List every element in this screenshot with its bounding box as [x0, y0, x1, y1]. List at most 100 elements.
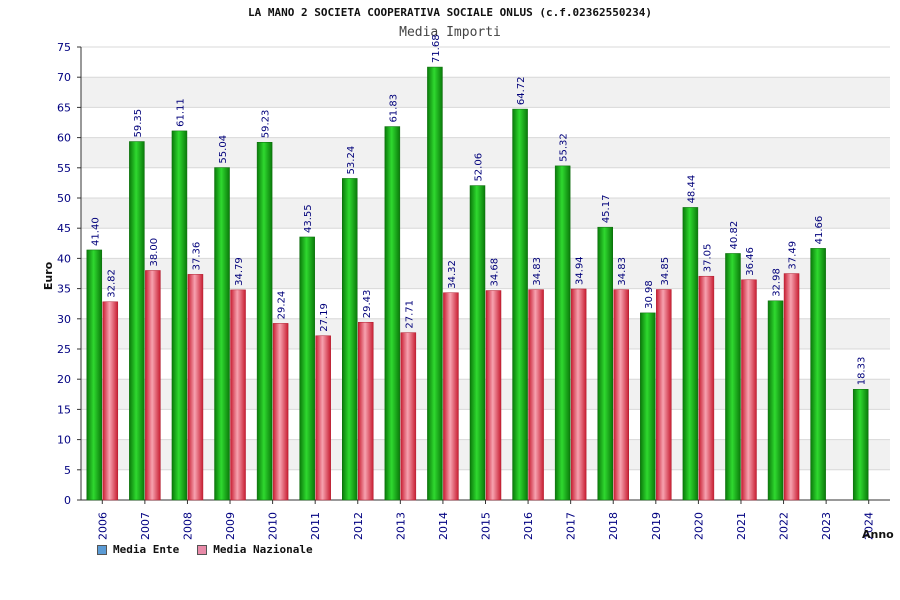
chart-title: LA MANO 2 SOCIETA COOPERATIVA SOCIALE ON…: [248, 6, 652, 19]
y-axis-title: Euro: [42, 261, 55, 290]
bar-media-ente: [129, 141, 145, 501]
bar-media-ente: [469, 185, 486, 501]
x-tick-label: 2016: [522, 512, 535, 540]
x-tick-label: 2012: [352, 512, 365, 540]
x-tick-label: 2020: [692, 512, 705, 540]
y-tick-label: 55: [57, 162, 71, 175]
data-label: 36.46: [745, 247, 756, 276]
data-label: 29.43: [362, 290, 373, 319]
x-tick-label: 2021: [735, 512, 748, 540]
y-tick-label: 10: [57, 434, 71, 447]
bar-media-nazionale: [187, 274, 204, 501]
tick-labels: 0 5 10 15 20 25 30 35 40 45 50 55 60 65 70 75 2006 2007 20…: [57, 41, 876, 540]
bar-media-nazionale: [272, 323, 289, 501]
bar-media-ente: [384, 126, 401, 501]
bar-media-ente: [342, 178, 358, 501]
bar-media-nazionale: [400, 332, 417, 501]
bar-media-ente: [256, 142, 273, 501]
x-tick-label: 2008: [181, 512, 194, 540]
bar-media-nazionale: [570, 288, 587, 501]
x-tick-label: 2017: [565, 512, 578, 540]
bar-media-ente: [427, 66, 443, 501]
data-label: 43.55: [303, 204, 314, 233]
bar-media-ente: [86, 249, 103, 501]
bar-media-nazionale: [145, 270, 161, 501]
y-tick-label: 50: [57, 192, 71, 205]
data-label: 34.85: [660, 257, 671, 286]
data-label: 37.05: [702, 244, 713, 273]
bar-media-ente: [852, 389, 869, 501]
data-label: 27.19: [319, 303, 330, 332]
bar-media-nazionale: [102, 301, 119, 501]
data-label: 34.94: [575, 256, 586, 285]
bar-media-ente: [640, 312, 656, 501]
legend-item-ente: Media Ente: [97, 543, 179, 556]
legend-swatch-ente: [97, 544, 107, 555]
band-45: [81, 198, 890, 229]
data-label: 18.33: [857, 357, 868, 386]
data-label: 30.98: [644, 280, 655, 309]
chart-subtitle: Media Importi: [399, 25, 501, 40]
bar-media-nazionale: [315, 335, 331, 501]
y-tick-label: 35: [57, 283, 71, 296]
data-label: 27.71: [404, 300, 415, 329]
data-label: 34.83: [617, 257, 628, 286]
data-label: 40.82: [729, 221, 740, 250]
y-tick-label: 75: [57, 41, 71, 54]
x-tick-label: 2015: [480, 512, 493, 540]
legend-item-nazionale: Media Nazionale: [197, 543, 313, 556]
x-tick-label: 2023: [820, 512, 833, 540]
x-axis-title: Anno: [862, 528, 894, 541]
bar-media-nazionale: [485, 290, 502, 501]
bar-media-nazionale: [741, 279, 757, 501]
bar-media-ente: [767, 300, 784, 501]
legend: Media Ente Media Nazionale: [97, 543, 313, 556]
data-label: 61.83: [388, 94, 399, 123]
bar-media-ente: [299, 236, 315, 501]
x-tick-label: 2010: [267, 512, 280, 540]
y-tick-label: 40: [57, 252, 71, 265]
data-label: 37.49: [788, 241, 799, 270]
bar-media-nazionale: [783, 273, 800, 501]
data-label: 53.24: [346, 146, 357, 175]
data-label: 45.17: [601, 195, 612, 224]
x-tick-label: 2009: [224, 512, 237, 540]
x-tick-label: 2014: [437, 512, 450, 540]
band-55: [81, 137, 890, 168]
legend-swatch-nazionale: [197, 544, 208, 555]
bar-media-nazionale: [528, 289, 544, 501]
data-label: 41.66: [814, 216, 825, 245]
band-65: [81, 77, 890, 108]
data-label: 29.24: [277, 291, 288, 320]
data-label: 41.40: [90, 217, 101, 246]
bar-media-ente: [214, 167, 230, 501]
bar-media-ente: [810, 248, 826, 501]
legend-label-ente: Media Ente: [113, 543, 180, 556]
bar-media-nazionale: [698, 275, 715, 501]
y-tick-label: 45: [57, 222, 71, 235]
bar-media-nazionale: [613, 289, 629, 501]
data-label: 34.68: [490, 258, 501, 287]
y-tick-label: 5: [64, 464, 71, 477]
y-tick-label: 60: [57, 132, 71, 145]
bar-media-nazionale: [443, 292, 459, 501]
bar-media-ente: [597, 226, 613, 501]
bar-media-ente: [512, 108, 528, 501]
y-tick-label: 15: [57, 403, 71, 416]
x-tick-label: 2022: [778, 512, 791, 540]
bar-media-nazionale: [358, 321, 374, 501]
x-tick-label: 2007: [139, 512, 152, 540]
x-tick-label: 2013: [394, 512, 407, 540]
data-labels: 41.40 32.82 59.35 38.00 61.11 37.36 55.04 34.79…: [90, 34, 867, 385]
data-label: 48.44: [686, 175, 697, 204]
y-tick-label: 20: [57, 373, 71, 386]
y-tick-label: 70: [57, 71, 71, 84]
bar-media-nazionale: [656, 289, 672, 501]
bar-media-ente: [171, 130, 188, 501]
x-tick-label: 2024: [863, 512, 876, 540]
x-tick-label: 2011: [309, 512, 322, 540]
data-label: 52.06: [474, 153, 485, 182]
x-tick-label: 2018: [607, 512, 620, 540]
bar-media-ente: [682, 207, 699, 501]
data-label: 34.83: [532, 257, 543, 286]
